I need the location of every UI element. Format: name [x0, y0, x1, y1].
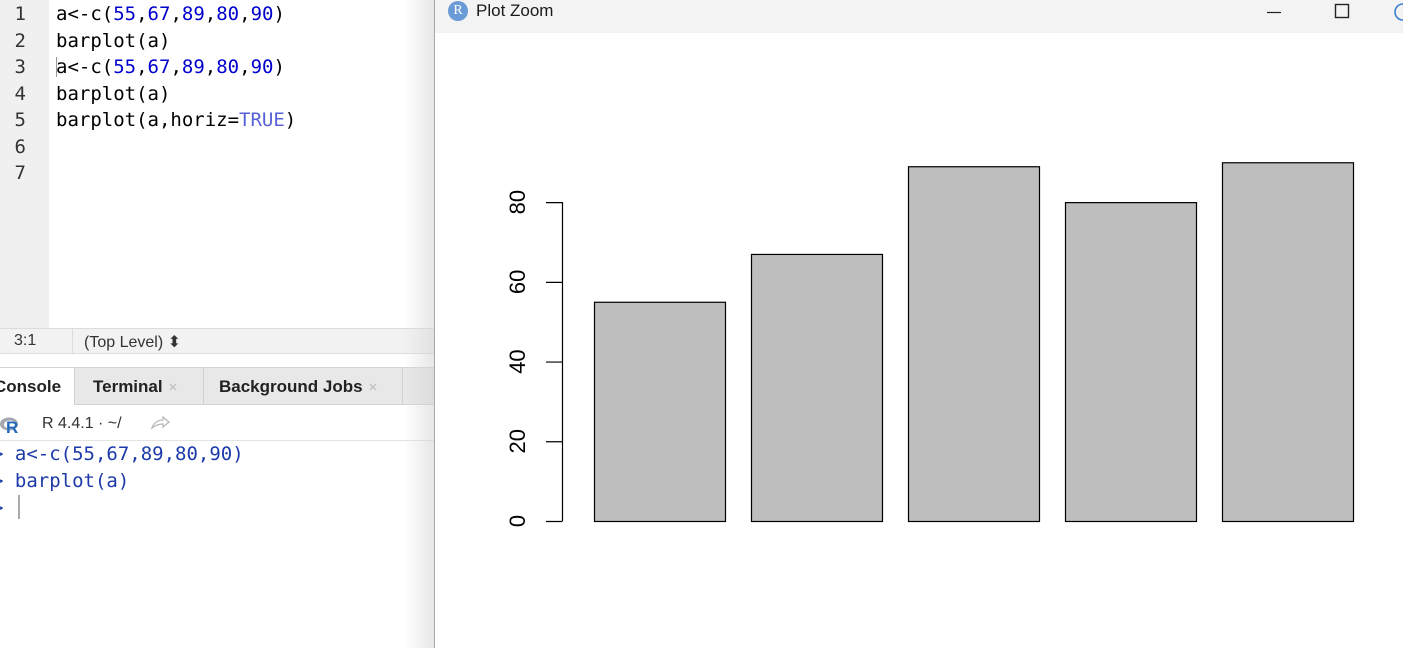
console-cursor	[18, 495, 20, 519]
console-prompt: >	[0, 495, 3, 521]
line-number: 3	[14, 56, 26, 78]
tab-divider	[203, 368, 204, 405]
minimize-icon[interactable]	[1251, 0, 1297, 24]
maximize-icon[interactable]	[1319, 0, 1365, 24]
goto-directory-icon[interactable]	[150, 415, 170, 431]
console-tab-bar: Console Terminal × Background Jobs ×	[0, 367, 434, 405]
line-number: 6	[14, 135, 26, 158]
code-token: 89	[181, 3, 205, 25]
console-output[interactable]: > a<-c(55,67,89,80,90) > barplot(a) >	[0, 441, 434, 648]
code-token: a<-c(	[56, 3, 114, 25]
tab-console-label: Console	[0, 377, 62, 396]
code-token: ,	[239, 56, 251, 78]
code-token: ,	[204, 56, 217, 78]
code-token: ,	[170, 3, 182, 25]
code-token: barplot(a)	[56, 82, 171, 105]
code-token: barplot(a)	[56, 29, 171, 52]
tab-divider	[402, 368, 403, 405]
console-input-line: > barplot(a)	[0, 470, 130, 492]
line-number-gutter: 1 2 3 4 5 6 7	[0, 0, 49, 328]
chart-bar	[593, 301, 727, 523]
code-token: 67	[147, 3, 171, 25]
code-token: barplot(a,horiz=	[56, 109, 240, 131]
code-token: ,	[204, 3, 217, 25]
line-number: 1	[14, 3, 26, 25]
chart-bar	[1221, 162, 1355, 523]
code-line: barplot(a)	[56, 81, 170, 107]
code-token: ,	[136, 3, 148, 25]
code-token: 80	[216, 56, 240, 78]
code-token: )	[284, 109, 297, 131]
code-line: barplot(a)	[56, 28, 170, 54]
code-token: 55	[113, 56, 137, 78]
window-title: Plot Zoom	[476, 1, 554, 20]
code-token: ,	[170, 56, 182, 78]
tab-terminal-label: Terminal	[93, 377, 163, 396]
code-token: 90	[250, 3, 274, 25]
editor-status-bar: 3:1 (Top Level) ⬍	[0, 328, 434, 354]
chart-bar	[750, 253, 884, 523]
close-icon[interactable]	[1381, 0, 1403, 24]
bar-chart: 0 20 40 60 80	[505, 162, 1355, 527]
tab-terminal[interactable]: Terminal ×	[93, 368, 177, 405]
svg-text:R: R	[6, 418, 18, 436]
code-token: 80	[216, 3, 240, 25]
tab-console[interactable]: Console	[0, 368, 74, 405]
line-number: 7	[14, 162, 26, 184]
code-line: a<-c(55,67,89,80,90)	[56, 54, 285, 80]
y-tick-label: 80	[505, 190, 530, 214]
code-token: 67	[147, 56, 171, 78]
code-line: a<-c(55,67,89,80,90)	[56, 1, 285, 27]
window-titlebar[interactable]: R Plot Zoom	[435, 0, 1403, 33]
cursor-position: 3:1	[14, 332, 37, 349]
r-app-icon: R	[448, 1, 468, 21]
code-token: ,	[239, 3, 251, 25]
code-token: )	[273, 56, 285, 78]
code-token: 90	[250, 56, 274, 78]
close-terminal-icon[interactable]: ×	[168, 379, 178, 396]
close-background-jobs-icon[interactable]: ×	[368, 379, 378, 396]
line-number: 2	[14, 29, 26, 52]
code-token: 89	[181, 56, 205, 78]
y-tick-label: 60	[505, 270, 530, 294]
plot-zoom-window: R Plot Zoom 0 20 40 60 80	[434, 0, 1403, 648]
tab-background-jobs-label: Background Jobs	[219, 377, 363, 396]
code-token: 55	[113, 3, 137, 25]
y-tick-label: 40	[505, 349, 530, 373]
tab-divider	[74, 368, 75, 405]
code-line: barplot(a,horiz=TRUE)	[56, 107, 296, 133]
code-token: a<-c(	[56, 56, 114, 78]
chart-bar	[907, 166, 1041, 523]
plot-area: 0 20 40 60 80	[435, 33, 1403, 648]
r-version-label[interactable]: R 4.4.1 · ~/	[42, 415, 122, 432]
chart-bar	[1064, 202, 1198, 523]
y-tick-label: 20	[505, 429, 530, 453]
console-header: R R 4.4.1 · ~/	[0, 405, 434, 441]
code-token: )	[273, 3, 285, 25]
scope-selector[interactable]: (Top Level) ⬍	[84, 334, 181, 351]
status-divider	[72, 329, 73, 354]
line-number: 5	[14, 109, 26, 131]
y-tick-label: 0	[505, 515, 530, 527]
code-token: ,	[136, 56, 148, 78]
console-input-line: > a<-c(55,67,89,80,90)	[0, 443, 244, 465]
code-token: TRUE	[239, 109, 285, 131]
r-logo-icon: R	[0, 417, 18, 436]
text-cursor	[56, 57, 57, 77]
line-number: 4	[14, 82, 26, 105]
tab-background-jobs[interactable]: Background Jobs ×	[219, 368, 377, 405]
